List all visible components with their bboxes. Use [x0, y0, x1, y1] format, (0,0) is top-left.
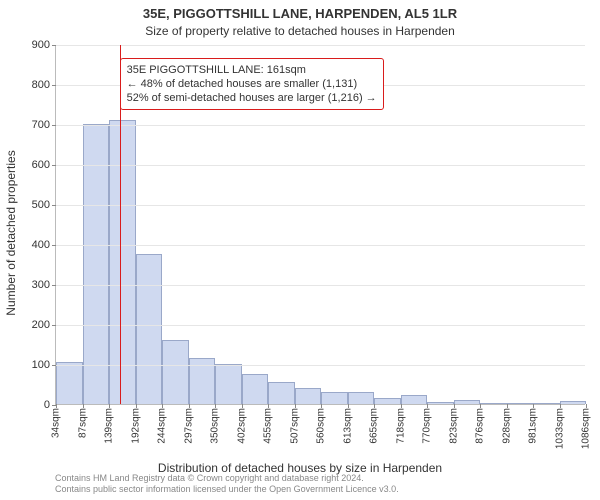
x-tick-label: 192sqm [130, 408, 141, 444]
bar [507, 403, 534, 404]
x-tick-label: 350sqm [210, 408, 221, 444]
gridline [56, 125, 585, 126]
x-tick-label: 770sqm [422, 408, 433, 444]
y-tick-label: 100 [32, 359, 50, 371]
y-tick-label: 200 [32, 319, 50, 331]
x-tick-label: 560sqm [316, 408, 327, 444]
footer: Contains HM Land Registry data © Crown c… [55, 473, 585, 494]
y-tick-mark [52, 325, 56, 326]
x-tick-label: 613sqm [342, 408, 353, 444]
x-tick-label: 87sqm [77, 408, 88, 438]
gridline [56, 325, 585, 326]
bar [162, 340, 189, 404]
chart-subtitle: Size of property relative to detached ho… [0, 24, 600, 38]
bar [321, 392, 348, 404]
y-tick-mark [52, 205, 56, 206]
y-tick-label: 900 [32, 39, 50, 51]
y-tick-label: 800 [32, 79, 50, 91]
annotation-box: 35E PIGGOTTSHILL LANE: 161sqm← 48% of de… [120, 58, 384, 111]
bar [56, 362, 83, 404]
bar [427, 402, 454, 404]
x-tick-label: 297sqm [183, 408, 194, 444]
x-tick-label: 455sqm [263, 408, 274, 444]
y-tick-label: 0 [44, 399, 50, 411]
bar [109, 120, 136, 404]
annotation-line: 35E PIGGOTTSHILL LANE: 161sqm [127, 63, 377, 77]
bar [480, 403, 507, 404]
plot-area: 010020030040050060070080090034sqm87sqm13… [55, 45, 585, 405]
bar [533, 403, 560, 404]
x-tick-label: 507sqm [289, 408, 300, 444]
y-tick-mark [52, 245, 56, 246]
gridline [56, 205, 585, 206]
bar [560, 401, 587, 404]
footer-line-2: Contains public sector information licen… [55, 484, 585, 494]
gridline [56, 165, 585, 166]
x-tick-label: 928sqm [501, 408, 512, 444]
x-tick-label: 244sqm [157, 408, 168, 444]
chart-title: 35E, PIGGOTTSHILL LANE, HARPENDEN, AL5 1… [0, 6, 600, 21]
bar [348, 392, 375, 404]
annotation-line: ← 48% of detached houses are smaller (1,… [127, 77, 377, 91]
y-tick-label: 600 [32, 159, 50, 171]
x-tick-label: 1086sqm [581, 408, 592, 449]
bar [268, 382, 295, 404]
page-root: 35E, PIGGOTTSHILL LANE, HARPENDEN, AL5 1… [0, 0, 600, 500]
y-tick-mark [52, 85, 56, 86]
x-tick-label: 823sqm [448, 408, 459, 444]
bar [454, 400, 481, 404]
bar [401, 395, 428, 404]
x-tick-label: 665sqm [369, 408, 380, 444]
y-tick-mark [52, 125, 56, 126]
x-tick-label: 876sqm [475, 408, 486, 444]
y-tick-label: 400 [32, 239, 50, 251]
footer-line-1: Contains HM Land Registry data © Crown c… [55, 473, 585, 483]
y-tick-label: 500 [32, 199, 50, 211]
bar [136, 254, 163, 404]
bar [83, 124, 110, 404]
x-tick-label: 139sqm [104, 408, 115, 444]
gridline [56, 365, 585, 366]
y-tick-mark [52, 45, 56, 46]
x-tick-label: 981sqm [528, 408, 539, 444]
x-tick-label: 1033sqm [554, 408, 565, 449]
bar [242, 374, 269, 404]
y-axis-label: Number of detached properties [4, 53, 18, 233]
x-tick-label: 34sqm [51, 408, 62, 438]
bar [374, 398, 401, 404]
y-tick-label: 300 [32, 279, 50, 291]
y-tick-mark [52, 365, 56, 366]
y-tick-mark [52, 165, 56, 166]
x-tick-label: 402sqm [236, 408, 247, 444]
bar [295, 388, 322, 404]
gridline [56, 245, 585, 246]
bar [215, 364, 242, 404]
y-tick-label: 700 [32, 119, 50, 131]
annotation-line: 52% of semi-detached houses are larger (… [127, 91, 377, 105]
x-tick-label: 718sqm [395, 408, 406, 444]
gridline [56, 285, 585, 286]
gridline [56, 45, 585, 46]
y-tick-mark [52, 285, 56, 286]
